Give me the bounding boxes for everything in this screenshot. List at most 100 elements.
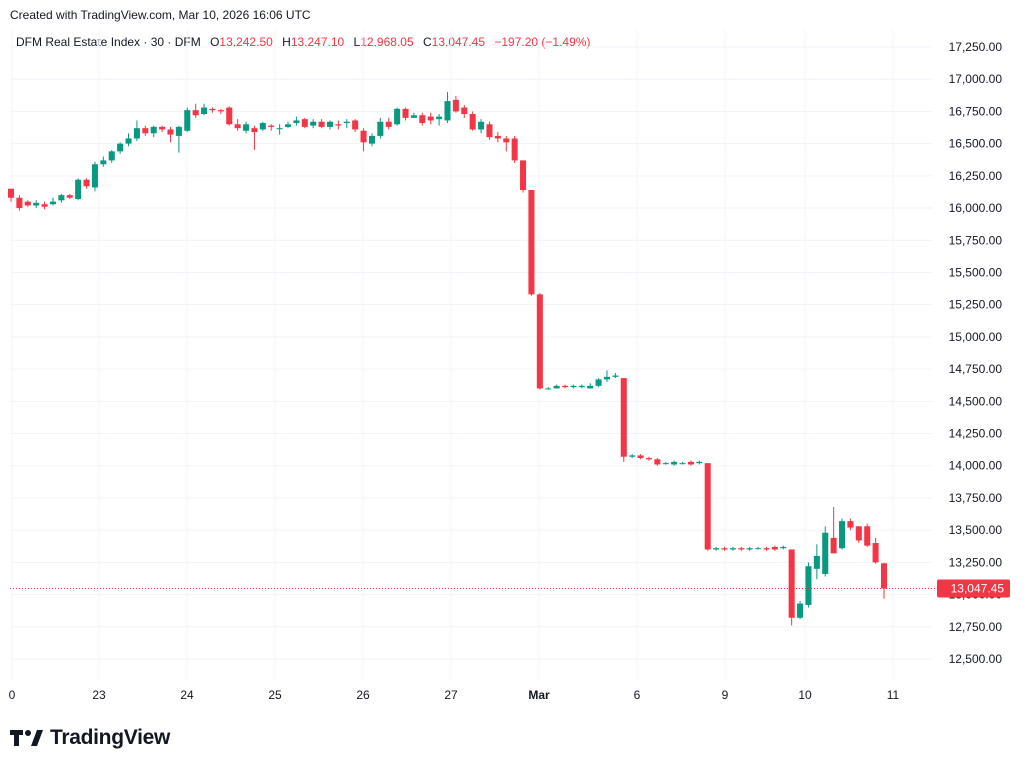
candle — [822, 526, 829, 577]
low-label: L — [353, 35, 361, 49]
candle — [578, 384, 585, 389]
last-price-label: 13,047.45 — [951, 581, 1005, 595]
candle — [612, 372, 619, 379]
candle — [461, 104, 468, 118]
change-value: −197.20 (−1.49%) — [494, 35, 591, 49]
candle — [192, 103, 199, 118]
candle-body — [687, 461, 694, 465]
tradingview-footer: TradingView — [10, 726, 170, 750]
candle — [419, 112, 426, 126]
x-tick-label: 11 — [887, 688, 900, 702]
candle-body — [326, 121, 334, 127]
candle — [343, 119, 350, 129]
candle-body — [284, 124, 292, 127]
candle — [788, 549, 795, 626]
candle — [671, 460, 678, 466]
candle — [209, 107, 216, 113]
candle — [746, 546, 753, 551]
candle-body — [159, 126, 166, 130]
candle-body — [864, 526, 871, 546]
candle-body — [469, 113, 476, 130]
candle — [536, 293, 543, 390]
candle-body — [629, 455, 636, 457]
candle — [150, 125, 157, 138]
candle-body — [83, 179, 90, 187]
y-tick-label: 13,500.00 — [949, 523, 1003, 537]
candle-body — [704, 463, 711, 550]
grid-lines — [10, 30, 932, 680]
candle — [33, 200, 40, 209]
candle — [452, 95, 459, 113]
candle-body — [645, 458, 652, 460]
candle — [75, 178, 82, 201]
candle — [41, 201, 48, 210]
open-value: 13,242.50 — [219, 35, 273, 49]
y-tick-label: 17,250.00 — [949, 40, 1003, 54]
symbol-name: DFM Real Estate Index · 30 · DFM — [16, 35, 201, 49]
candle-body — [49, 201, 56, 205]
y-tick-label: 14,750.00 — [949, 362, 1003, 376]
candle — [117, 142, 124, 154]
candle — [243, 121, 250, 134]
x-tick-label: 9 — [722, 688, 729, 702]
candle-body — [461, 107, 468, 114]
candle — [100, 156, 107, 167]
candle — [284, 121, 292, 129]
candle-body — [24, 201, 31, 206]
y-tick-label: 14,500.00 — [949, 394, 1003, 408]
candle — [394, 107, 401, 126]
candle — [66, 193, 73, 200]
candle-body — [133, 128, 140, 139]
candle-body — [217, 110, 224, 112]
candle — [175, 125, 182, 153]
candle-body — [755, 548, 762, 550]
candle — [318, 119, 325, 129]
candle — [839, 518, 846, 550]
candle — [872, 537, 879, 564]
candle-body — [234, 124, 241, 129]
time-axis[interactable]: 0 23 24 25 26 27 Mar 6 9 10 11 — [9, 688, 900, 702]
candle-body — [763, 548, 770, 550]
candle — [24, 200, 31, 207]
candle — [511, 135, 518, 163]
price-axis[interactable]: 17,250.00 17,000.00 16,750.00 16,500.00 16,2… — [949, 40, 1003, 666]
candle — [637, 454, 644, 460]
tradingview-logo-icon — [10, 730, 43, 746]
close-value: 13,047.45 — [431, 35, 486, 49]
candle — [234, 119, 241, 131]
candle-body — [66, 195, 73, 198]
candle — [125, 133, 132, 147]
candle-body — [402, 108, 409, 118]
candle-body — [276, 128, 283, 130]
candle — [360, 128, 367, 152]
candle — [494, 132, 501, 143]
candlestick-chart[interactable]: 17,250.00 17,000.00 16,750.00 16,500.00 16,2… — [0, 0, 1024, 710]
candle-body — [654, 459, 661, 465]
candle-body — [805, 566, 812, 605]
candle-body — [478, 121, 485, 130]
candle — [797, 601, 804, 620]
candle — [645, 456, 652, 461]
candle — [444, 92, 451, 124]
candle-body — [570, 385, 577, 388]
x-tick-label: 26 — [356, 688, 370, 702]
candle-body — [41, 204, 48, 207]
candle-body — [419, 115, 426, 124]
candle-body — [58, 195, 65, 201]
candle-body — [318, 121, 325, 127]
candle-body — [16, 197, 23, 209]
candle-body — [536, 294, 543, 389]
y-tick-label: 14,000.00 — [949, 459, 1003, 473]
candle-body — [847, 521, 854, 528]
candle — [83, 178, 90, 189]
candle — [201, 103, 208, 116]
y-tick-label: 14,250.00 — [949, 427, 1003, 441]
high-value: 13,247.10 — [290, 35, 345, 49]
x-tick-label: 24 — [180, 688, 194, 702]
x-tick-label: 27 — [444, 688, 458, 702]
candles — [7, 92, 888, 626]
candle — [629, 454, 636, 459]
candle — [184, 107, 191, 133]
candle-body — [839, 521, 846, 549]
candle-body — [142, 128, 149, 134]
